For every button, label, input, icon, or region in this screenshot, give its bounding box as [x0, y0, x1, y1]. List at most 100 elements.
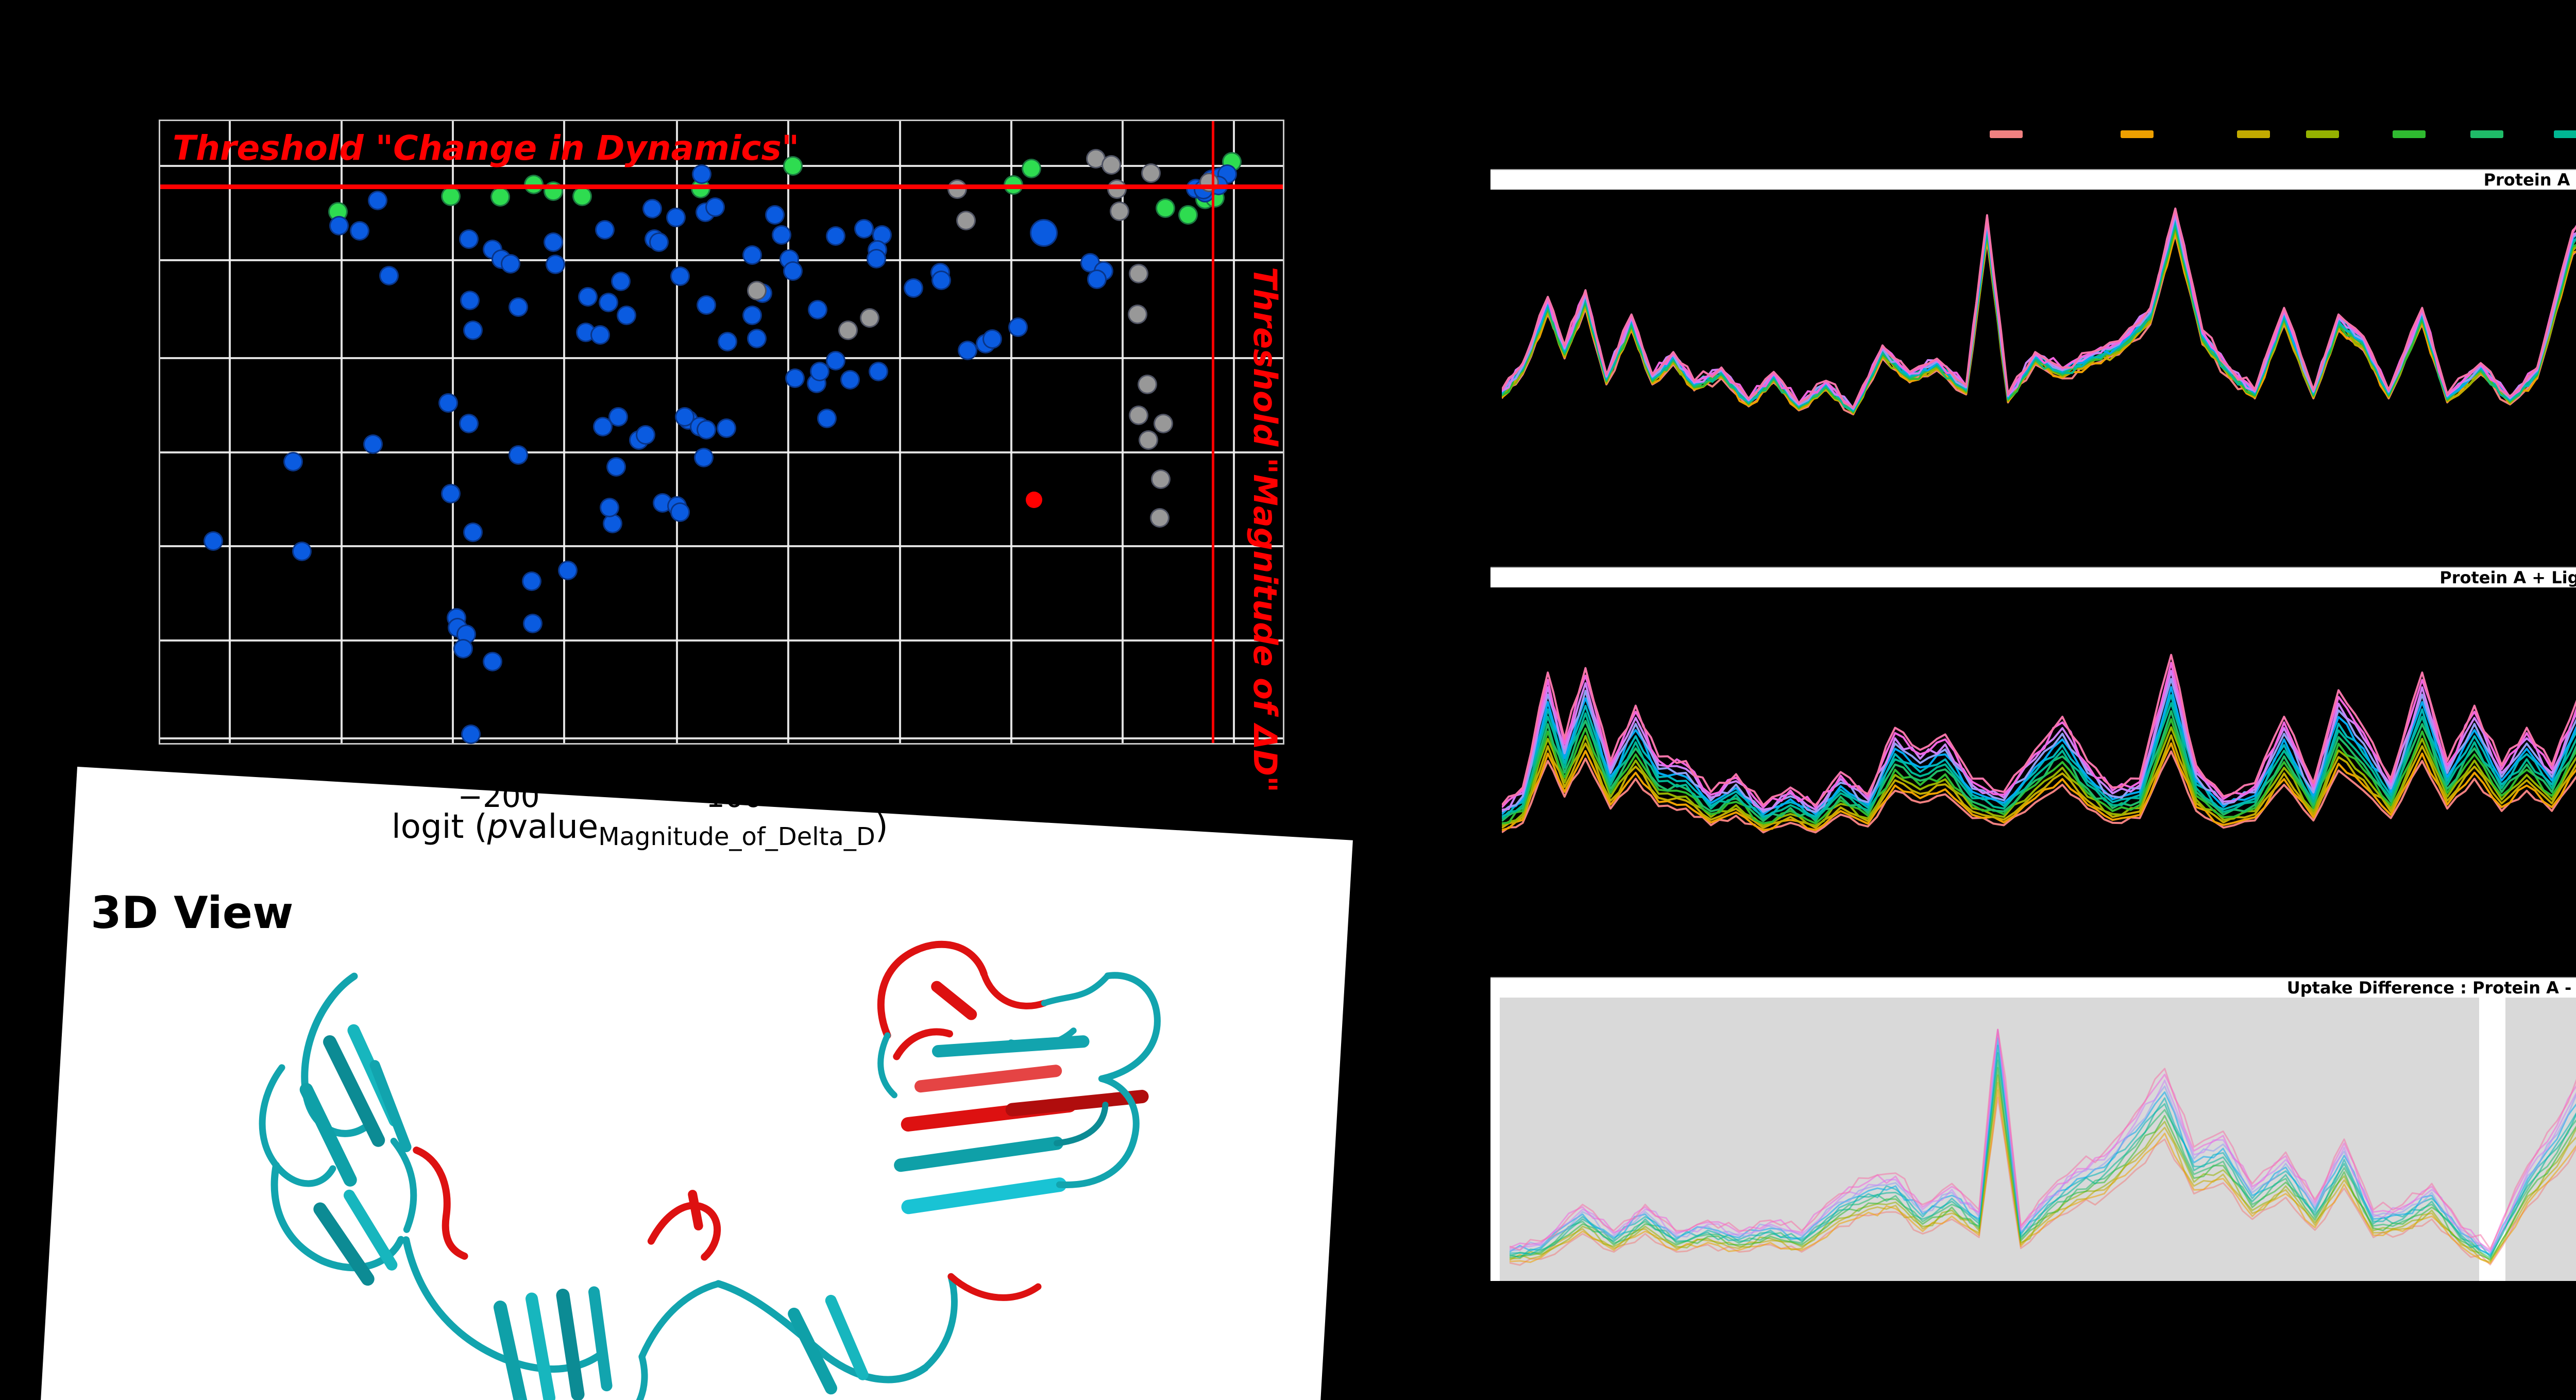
scatter-point-b[interactable]	[379, 265, 399, 285]
scatter-point-b[interactable]	[903, 278, 923, 298]
scatter-point-y[interactable]	[1139, 430, 1159, 450]
scatter-point-b[interactable]	[606, 457, 626, 477]
scatter-point-b[interactable]	[522, 571, 542, 591]
scatter-point-b[interactable]	[438, 393, 459, 413]
scatter-point-b[interactable]	[463, 321, 483, 341]
scatter-point-g[interactable]	[440, 186, 461, 206]
scatter-point-b[interactable]	[705, 197, 725, 217]
scatter-point-g[interactable]	[490, 187, 510, 207]
scatter-point-b[interactable]	[670, 502, 690, 522]
legend-swatch-4[interactable]	[2306, 130, 2339, 138]
scatter-point-y[interactable]	[747, 280, 767, 300]
scatter-point-b[interactable]	[453, 638, 473, 659]
scatter-point-b[interactable]	[869, 362, 889, 382]
scatter-point-b[interactable]	[523, 614, 543, 634]
scatter-point-b[interactable]	[440, 483, 461, 503]
uptake-chart-protein-a[interactable]	[1502, 193, 2576, 544]
scatter-point-g[interactable]	[783, 156, 803, 176]
scatter-point-b[interactable]	[460, 291, 480, 311]
scatter-point-b[interactable]	[1008, 317, 1028, 338]
scatter-point-b[interactable]	[742, 245, 762, 265]
scatter-point-b[interactable]	[931, 271, 952, 291]
scatter-point-b[interactable]	[717, 418, 737, 438]
scatter-point-y[interactable]	[1109, 201, 1129, 221]
scatter-point-b[interactable]	[826, 350, 845, 370]
scatter-point-b[interactable]	[718, 332, 738, 352]
scatter-point-b[interactable]	[866, 248, 886, 268]
scatter-point-b[interactable]	[616, 306, 636, 326]
volcano-plot[interactable]: Threshold "Change in Dynamics"	[159, 120, 1284, 745]
scatter-point-b[interactable]	[635, 425, 655, 445]
scatter-point-g[interactable]	[572, 186, 592, 206]
scatter-point-b[interactable]	[642, 198, 662, 218]
scatter-point-b[interactable]	[742, 306, 762, 326]
uptake-difference-chart[interactable]	[1510, 1025, 2576, 1293]
scatter-point-b[interactable]	[808, 300, 828, 320]
scatter-point-y[interactable]	[1101, 155, 1122, 175]
scatter-point-g[interactable]	[543, 181, 563, 201]
scatter-point-b[interactable]	[482, 652, 502, 672]
scatter-point-b[interactable]	[599, 497, 619, 517]
scatter-point-b[interactable]	[810, 362, 830, 382]
scatter-point-b[interactable]	[696, 295, 716, 315]
scatter-point-b[interactable]	[508, 297, 528, 317]
scatter-point-b[interactable]	[785, 368, 805, 388]
3d-view-panel[interactable]	[38, 767, 1353, 1400]
scatter-point-b[interactable]	[578, 286, 598, 307]
legend-swatch-2[interactable]	[2121, 130, 2154, 138]
scatter-point-b[interactable]	[957, 341, 977, 361]
scatter-point-b[interactable]	[283, 452, 303, 472]
legend-swatch-7[interactable]	[2554, 130, 2576, 138]
scatter-point-b[interactable]	[1087, 269, 1107, 289]
uptake-chart-protein-a-ligand[interactable]	[1502, 639, 2576, 861]
scatter-point-b[interactable]	[459, 229, 479, 249]
scatter-point-b[interactable]	[508, 445, 528, 465]
scatter-point-y[interactable]	[956, 210, 976, 230]
scatter-point-b[interactable]	[840, 370, 860, 390]
scatter-point-b[interactable]	[349, 221, 369, 241]
scatter-point-b[interactable]	[592, 417, 613, 437]
scatter-point-y[interactable]	[1153, 414, 1173, 434]
scatter-point-b[interactable]	[772, 225, 792, 245]
legend-swatch-1[interactable]	[1990, 130, 2023, 138]
scatter-point-b[interactable]	[500, 254, 520, 274]
scatter-point-b[interactable]	[854, 218, 874, 239]
scatter-point-b[interactable]	[367, 191, 387, 211]
scatter-point-y[interactable]	[1138, 374, 1158, 394]
scatter-point-b[interactable]	[696, 420, 716, 440]
scatter-point-y[interactable]	[859, 308, 879, 328]
scatter-point-b[interactable]	[691, 164, 711, 184]
scatter-point-g[interactable]	[1156, 198, 1176, 218]
scatter-point-b[interactable]	[292, 541, 312, 561]
scatter-point-b[interactable]	[694, 447, 714, 467]
scatter-point-b[interactable]	[329, 215, 349, 235]
scatter-point-b[interactable]	[459, 414, 479, 434]
scatter-point-b[interactable]	[595, 220, 615, 240]
legend-swatch-5[interactable]	[2393, 130, 2426, 138]
scatter-point-r[interactable]	[1025, 492, 1042, 509]
scatter-point-y[interactable]	[1150, 508, 1170, 528]
legend-swatch-3[interactable]	[2237, 130, 2270, 138]
scatter-point-y[interactable]	[1128, 263, 1148, 283]
scatter-point-y[interactable]	[1151, 469, 1171, 490]
scatter-point-b[interactable]	[649, 232, 669, 252]
scatter-point-b[interactable]	[826, 226, 845, 246]
scatter-point-g[interactable]	[524, 174, 544, 194]
scatter-point-b[interactable]	[765, 205, 785, 225]
scatter-point-b[interactable]	[675, 407, 695, 427]
scatter-point-b[interactable]	[543, 232, 563, 252]
scatter-point-b[interactable]	[463, 522, 483, 543]
scatter-point-b[interactable]	[817, 409, 837, 429]
scatter-point-b[interactable]	[363, 434, 383, 454]
scatter-point-y[interactable]	[1127, 304, 1147, 324]
scatter-point-b[interactable]	[557, 561, 578, 581]
scatter-point-b[interactable]	[783, 261, 803, 281]
scatter-point-b[interactable]	[666, 207, 686, 227]
scatter-point-b[interactable]	[545, 254, 565, 274]
scatter-point-y[interactable]	[1128, 406, 1148, 426]
scatter-point-b[interactable]	[611, 271, 631, 291]
scatter-point-b[interactable]	[670, 266, 690, 286]
scatter-point-b[interactable]	[590, 325, 611, 345]
scatter-point-b[interactable]	[982, 329, 1002, 349]
scatter-point-b[interactable]	[747, 329, 767, 349]
